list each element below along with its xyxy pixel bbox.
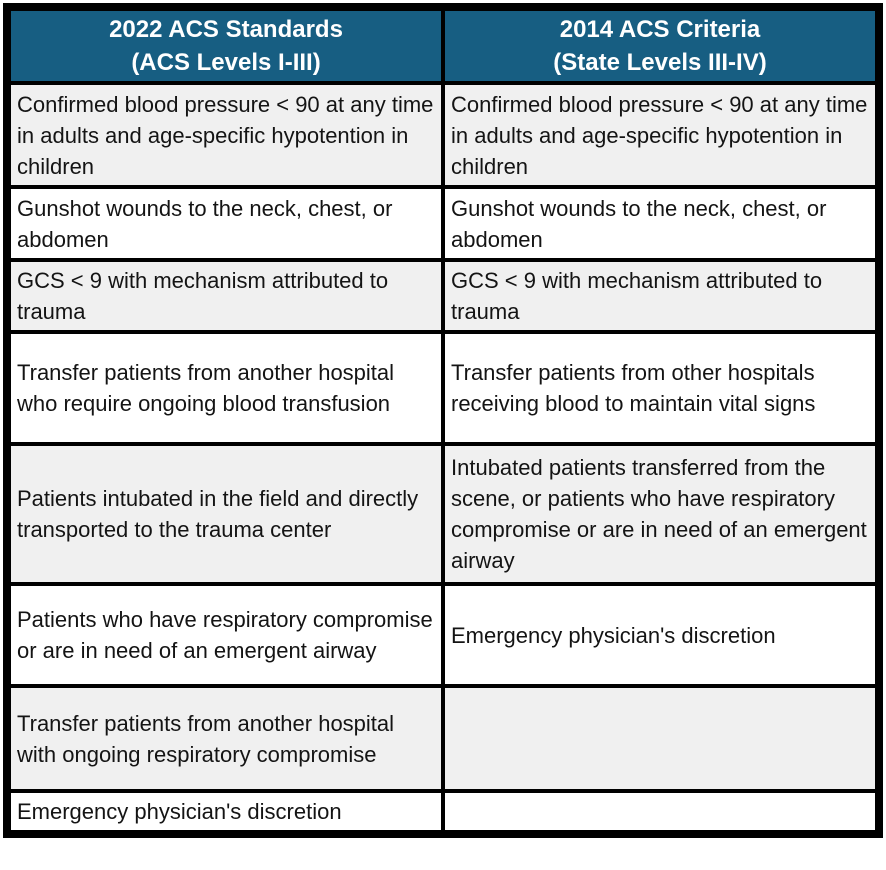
cell-2022-respiratory-compromise: Patients who have respiratory compromise… [5, 582, 445, 688]
table-row: Transfer patients from another hospital … [5, 330, 881, 446]
header-cell-2022-acs-standards: 2022 ACS Standards (ACS Levels I-III) [5, 5, 445, 85]
header-row: 2022 ACS Standards (ACS Levels I-III) 20… [5, 5, 881, 85]
header-col2-line2: (State Levels III-IV) [553, 49, 767, 76]
cell-2014-gunshot-wounds: Gunshot wounds to the neck, chest, or ab… [441, 185, 881, 262]
cell-2014-empty-2 [441, 789, 881, 836]
cell-2022-blood-pressure: Confirmed blood pressure < 90 at any tim… [5, 81, 445, 189]
table-row: Patients who have respiratory compromise… [5, 582, 881, 688]
cell-2014-intubated: Intubated patients transferred from the … [441, 442, 881, 586]
table-body: Confirmed blood pressure < 90 at any tim… [5, 81, 881, 836]
table-row: Gunshot wounds to the neck, chest, or ab… [5, 185, 881, 262]
header-cell-2014-acs-criteria: 2014 ACS Criteria (State Levels III-IV) [441, 5, 881, 85]
cell-2014-physician-discretion: Emergency physician's discretion [441, 582, 881, 688]
cell-2014-blood-pressure: Confirmed blood pressure < 90 at any tim… [441, 81, 881, 189]
cell-2022-physician-discretion: Emergency physician's discretion [5, 789, 445, 836]
header-col2-line1: 2014 ACS Criteria [559, 16, 761, 43]
table-header: 2022 ACS Standards (ACS Levels I-III) 20… [5, 5, 881, 85]
acs-comparison-table: 2022 ACS Standards (ACS Levels I-III) 20… [3, 3, 883, 838]
cell-2022-transfer-blood: Transfer patients from another hospital … [5, 330, 445, 446]
cell-2014-transfer-blood: Transfer patients from other hospitals r… [441, 330, 881, 446]
cell-2014-gcs: GCS < 9 with mechanism attributed to tra… [441, 258, 881, 334]
cell-2022-transfer-respiratory: Transfer patients from another hospital … [5, 684, 445, 793]
cell-2022-gunshot-wounds: Gunshot wounds to the neck, chest, or ab… [5, 185, 445, 262]
header-col1-line2: (ACS Levels I-III) [131, 49, 321, 76]
header-col1-line1: 2022 ACS Standards [109, 16, 343, 43]
table-row: Patients intubated in the field and dire… [5, 442, 881, 586]
table-row: Emergency physician's discretion [5, 789, 881, 836]
cell-2022-gcs: GCS < 9 with mechanism attributed to tra… [5, 258, 445, 334]
table-row: Confirmed blood pressure < 90 at any tim… [5, 81, 881, 189]
cell-2014-empty-1 [441, 684, 881, 793]
table-row: Transfer patients from another hospital … [5, 684, 881, 793]
table-row: GCS < 9 with mechanism attributed to tra… [5, 258, 881, 334]
cell-2022-intubated: Patients intubated in the field and dire… [5, 442, 445, 586]
